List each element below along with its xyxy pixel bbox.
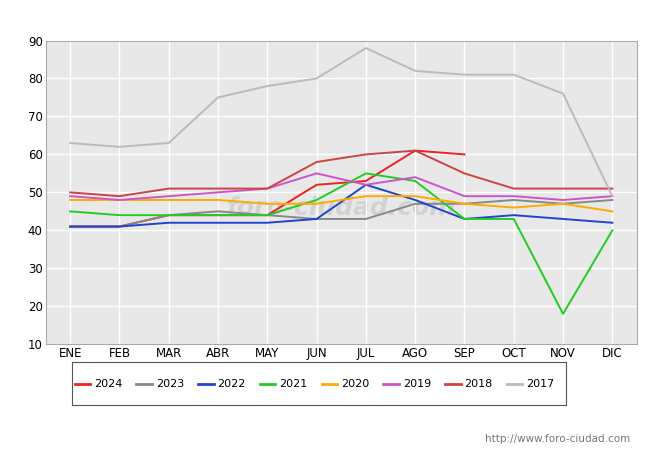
Text: 2019: 2019 (403, 378, 431, 389)
Text: 2020: 2020 (341, 378, 369, 389)
Text: 2022: 2022 (218, 378, 246, 389)
Text: 2021: 2021 (280, 378, 307, 389)
Text: foro-ciudad.com: foro-ciudad.com (227, 196, 456, 220)
Text: http://www.foro-ciudad.com: http://www.foro-ciudad.com (486, 434, 630, 444)
Text: Afiliados en Arija a 30/9/2024: Afiliados en Arija a 30/9/2024 (187, 10, 463, 28)
Text: 2024: 2024 (94, 378, 122, 389)
Text: 2018: 2018 (465, 378, 493, 389)
Text: 2023: 2023 (156, 378, 184, 389)
Text: 2017: 2017 (526, 378, 554, 389)
